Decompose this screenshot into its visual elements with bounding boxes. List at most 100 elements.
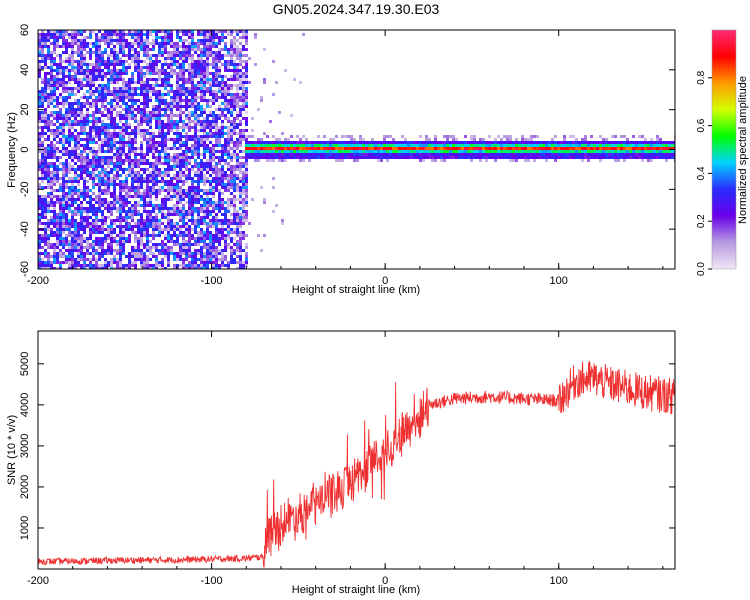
spectrogram-cell — [413, 147, 416, 150]
spectrogram-cell — [200, 234, 203, 237]
spectrogram-cell — [140, 120, 143, 123]
spectrogram-cell — [248, 222, 251, 225]
spectrogram-cell — [38, 258, 41, 261]
spectrogram-cell — [185, 81, 188, 84]
spectrogram-cell — [215, 228, 218, 231]
spectrogram-cell — [224, 186, 227, 189]
spectrogram-cell — [92, 51, 95, 54]
spectrogram-cell — [245, 147, 248, 150]
spectrogram-cell — [86, 90, 89, 93]
spectrogram-cell — [239, 141, 242, 144]
spectrogram-cell — [164, 213, 167, 216]
spectrogram-cell — [68, 207, 71, 210]
spectrogram-cell — [56, 159, 59, 162]
spectrogram-cell — [179, 243, 182, 246]
spectrogram-cell — [311, 156, 314, 159]
spectrogram-cell — [371, 147, 374, 150]
spectrogram-cell — [206, 99, 209, 102]
spectrogram-cell — [320, 153, 323, 156]
spectrogram-cell — [83, 39, 86, 42]
spectrogram-cell — [197, 267, 200, 269]
chart-title: GN05.2024.347.19.30.E03 — [273, 1, 440, 17]
spectrogram-cell — [449, 141, 452, 144]
spectrogram-cell — [191, 90, 194, 93]
spectrogram-cell — [122, 195, 125, 198]
spectrogram-cell — [137, 183, 140, 186]
spectrogram-cell — [389, 144, 392, 147]
spectrogram-cell — [140, 219, 143, 222]
spectrogram-cell — [230, 249, 233, 252]
spectrogram-cell — [131, 81, 134, 84]
spectrogram-cell — [236, 255, 239, 258]
spectrogram-cell — [101, 222, 104, 225]
spectrogram-cell — [182, 78, 185, 81]
spectrogram-cell — [200, 159, 203, 162]
spectrogram-cell — [167, 234, 170, 237]
spectrogram-cell — [125, 216, 128, 219]
spectrogram-cell — [209, 126, 212, 129]
spectrogram-cell — [203, 117, 206, 120]
spectrogram-cell — [194, 99, 197, 102]
spectrogram-cell — [191, 135, 194, 138]
spectrogram-cell — [215, 108, 218, 111]
spectrogram-cell — [203, 198, 206, 201]
spectrogram-cell — [140, 102, 143, 105]
spectrogram-cell — [86, 237, 89, 240]
spectrogram-cell — [110, 213, 113, 216]
spectrogram-cell — [233, 195, 236, 198]
spectrogram-cell — [188, 162, 191, 165]
spectrogram-cell — [203, 42, 206, 45]
spectrogram-cell — [197, 180, 200, 183]
spectrogram-cell — [215, 54, 218, 57]
spectrogram-cell — [245, 36, 248, 39]
spectrogram-cell — [491, 156, 494, 159]
spectrogram-cell — [137, 174, 140, 177]
spectrogram-cell — [125, 108, 128, 111]
spectrogram-cell — [197, 135, 200, 138]
spectrogram-cell — [221, 33, 224, 36]
spectrogram-cell — [83, 195, 86, 198]
spectrogram-cell — [110, 120, 113, 123]
spectrogram-cell — [71, 48, 74, 51]
spectrogram-cell — [47, 129, 50, 132]
spectrogram-cell — [38, 138, 41, 141]
spectrogram-cell — [257, 156, 260, 159]
spectrogram-cell — [293, 141, 296, 144]
spectrogram-cell — [368, 144, 371, 147]
spectrogram-cell — [182, 240, 185, 243]
spectrogram-cell — [41, 93, 44, 96]
spectrogram-cell — [164, 225, 167, 228]
spectrogram-cell — [128, 258, 131, 261]
spectrogram-cell — [227, 165, 230, 168]
spectrogram-cell — [164, 78, 167, 81]
spectrogram-cell — [179, 30, 182, 33]
spectrogram-cell — [149, 213, 152, 216]
spectrogram-cell — [56, 99, 59, 102]
spectrogram-cell — [101, 264, 104, 267]
spectrogram-cell — [149, 132, 152, 135]
spectrogram-cell — [44, 45, 47, 48]
spectrogram-cell — [128, 87, 131, 90]
spectrogram-cell — [215, 168, 218, 171]
spectrogram-cell — [74, 150, 77, 153]
spectrogram-cell — [194, 93, 197, 96]
spectrogram-cell — [56, 42, 59, 45]
spectrogram-cell — [62, 198, 65, 201]
spectrogram-cell — [188, 105, 191, 108]
spectrogram-cell — [131, 45, 134, 48]
spectrogram-cell — [89, 195, 92, 198]
spectrogram-cell — [209, 135, 212, 138]
spectrogram-cell — [131, 78, 134, 81]
spectrogram-cell — [104, 180, 107, 183]
spectrogram-cell — [41, 267, 44, 269]
spectrogram-cell — [68, 96, 71, 99]
spectrogram-cell — [200, 195, 203, 198]
spectrogram-cell — [164, 234, 167, 237]
spectrogram-cell — [59, 219, 62, 222]
spectrogram-cell — [461, 156, 464, 159]
spectrogram-cell — [233, 171, 236, 174]
spectrogram-cell — [131, 132, 134, 135]
spectrogram-cell — [374, 153, 377, 156]
spectrogram-cell — [44, 153, 47, 156]
spectrogram-cell — [215, 219, 218, 222]
